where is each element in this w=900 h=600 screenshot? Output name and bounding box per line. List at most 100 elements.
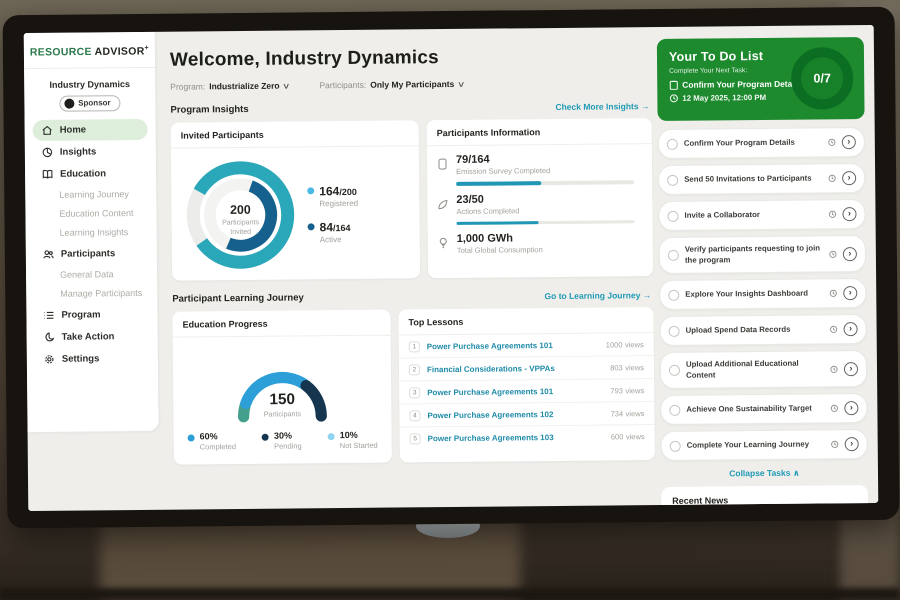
not-started-dot-icon	[327, 433, 335, 441]
task-checkbox[interactable]	[666, 138, 678, 150]
sidebar-item-take-action[interactable]: Take Action	[35, 325, 150, 347]
education-progress-card: Education Progress 150 Participants 60% C…	[172, 309, 392, 465]
task-chevron-button[interactable]: ›	[844, 401, 859, 416]
program-insights-header: Program Insights Check More Insights →	[170, 100, 649, 116]
clock-icon	[669, 94, 678, 103]
task-clock-icon	[829, 250, 837, 258]
participants-information-title: Participants Information	[426, 118, 652, 147]
legend-pending: 30% Pending	[261, 430, 302, 451]
sidebar-item-learning-journey[interactable]: Learning Journey	[59, 189, 129, 200]
sidebar-item-manage-participants[interactable]: Manage Participants	[60, 287, 143, 299]
task-checkbox[interactable]	[668, 364, 681, 376]
task-checkbox[interactable]	[667, 174, 679, 186]
active-dot-icon	[307, 223, 315, 231]
legend-active: 84/164 Active	[307, 220, 359, 244]
lesson-link[interactable]: Power Purchase Agreements 102	[427, 409, 554, 420]
task-row-explore-insights[interactable]: Explore Your Insights Dashboard ›	[659, 278, 867, 311]
task-chevron-button[interactable]: ›	[842, 171, 857, 186]
todo-progress-ring: 0/7	[790, 47, 854, 110]
task-row-verify-participants[interactable]: Verify participants requesting to join t…	[658, 235, 867, 275]
sidebar-item-general-data[interactable]: General Data	[60, 269, 114, 280]
lightbulb-icon	[438, 233, 450, 255]
task-clock-icon	[830, 325, 838, 333]
gear-icon	[45, 354, 54, 364]
task-row-achieve-target[interactable]: Achieve One Sustainability Target ›	[660, 393, 868, 426]
task-checkbox[interactable]	[669, 404, 681, 416]
task-list: Confirm Your Program Details › Send 50 I…	[657, 127, 868, 462]
task-chevron-button[interactable]: ›	[842, 246, 857, 261]
lesson-link[interactable]: Power Purchase Agreements 101	[426, 340, 553, 351]
lesson-row: 4 Power Purchase Agreements 102 734 view…	[399, 402, 655, 428]
insights-cards-row: Invited Participants 200 Participants In…	[170, 118, 654, 281]
invited-donut-chart: 200 Participants Invited	[186, 161, 295, 269]
sidebar-item-program[interactable]: Program	[34, 303, 149, 325]
sidebar-item-insights[interactable]: Insights	[33, 140, 148, 162]
go-to-learning-journey-link[interactable]: Go to Learning Journey →	[544, 289, 652, 301]
invited-participants-card: Invited Participants 200 Participants In…	[170, 120, 421, 281]
task-chevron-button[interactable]: ›	[841, 135, 856, 150]
participants-filter-label: Participants:	[319, 79, 367, 91]
task-clock-icon	[828, 174, 836, 182]
sidebar-item-education[interactable]: Education	[33, 162, 148, 184]
program-filter-label: Program:	[170, 81, 206, 92]
sidebar-item-learning-insights[interactable]: Learning Insights	[59, 227, 129, 238]
sidebar-item-home[interactable]: Home	[32, 118, 148, 141]
task-row-invite-collaborator[interactable]: Invite a Collaborator ›	[658, 199, 866, 232]
legend-not-started: 10% Not Started	[327, 430, 378, 450]
task-row-send-invitations[interactable]: Send 50 Invitations to Participants ›	[658, 163, 866, 196]
program-filter[interactable]: Program: Industrialize Zero ∨	[170, 80, 290, 92]
lesson-link[interactable]: Financial Considerations - VPPAs	[426, 363, 555, 374]
task-chevron-button[interactable]: ›	[843, 286, 858, 301]
task-chevron-button[interactable]: ›	[844, 437, 859, 452]
sidebar-item-participants[interactable]: Participants	[34, 242, 149, 264]
task-checkbox[interactable]	[667, 210, 679, 222]
sidebar-item-education-content[interactable]: Education Content	[59, 208, 134, 219]
sidebar: RESOURCE ADVISOR+ Industry Dynamics Spon…	[23, 31, 159, 433]
lesson-link[interactable]: Power Purchase Agreements 103	[427, 432, 554, 443]
program-insights-title: Program Insights	[170, 103, 249, 116]
task-clock-icon	[828, 210, 837, 218]
actions-leaf-icon	[437, 194, 449, 226]
collapse-tasks-link[interactable]: Collapse Tasks ∧	[729, 467, 800, 479]
task-checkbox[interactable]	[668, 325, 680, 337]
donut-center-label: Invited	[230, 228, 251, 236]
survey-icon	[437, 154, 449, 186]
task-chevron-button[interactable]: ›	[842, 207, 857, 222]
todo-next-task: Confirm Your Program Details	[682, 78, 802, 90]
task-row-upload-educational-content[interactable]: Upload Additional Educational Content ›	[659, 350, 868, 390]
task-chevron-button[interactable]: ›	[843, 361, 859, 376]
lesson-row: 5 Power Purchase Agreements 103 600 view…	[400, 425, 655, 449]
education-gauge-chart: 150 Participants	[237, 372, 327, 423]
lesson-link[interactable]: Power Purchase Agreements 101	[427, 386, 554, 397]
task-checkbox[interactable]	[669, 440, 681, 452]
org-name: Industry Dynamics	[49, 78, 131, 90]
todo-header-card: Your To Do List Complete Your Next Task:…	[656, 37, 865, 122]
stat-emission-survey: 79/164 Emission Survey Completed	[427, 144, 652, 186]
task-chevron-button[interactable]: ›	[843, 322, 858, 337]
learning-journey-title: Participant Learning Journey	[172, 292, 304, 305]
sidebar-item-label: Program	[61, 308, 101, 321]
sponsor-badge[interactable]: Sponsor	[59, 94, 121, 112]
task-row-confirm-program[interactable]: Confirm Your Program Details ›	[657, 127, 865, 160]
todo-due-date: 12 May 2025, 12:00 PM	[682, 92, 767, 103]
background-floor	[0, 588, 900, 600]
task-checkbox[interactable]	[668, 289, 680, 301]
program-filter-value: Industrialize Zero	[209, 80, 280, 92]
monitor-bezel: RESOURCE ADVISOR+ Industry Dynamics Spon…	[2, 6, 900, 529]
check-more-insights-link[interactable]: Check More Insights →	[555, 100, 650, 112]
task-clock-icon	[831, 440, 839, 448]
filter-bar: Program: Industrialize Zero ∨ Participants…	[170, 77, 651, 92]
task-row-complete-learning-journey[interactable]: Complete Your Learning Journey ›	[660, 429, 868, 462]
chevron-up-icon: ∧	[792, 467, 800, 478]
recent-news-card: Recent News	[661, 485, 869, 512]
task-checkbox[interactable]	[667, 249, 679, 261]
top-lessons-title: Top Lessons	[398, 307, 654, 336]
participants-information-card: Participants Information 79/164 Emission…	[426, 118, 654, 279]
lesson-row: 2 Financial Considerations - VPPAs 803 v…	[398, 356, 655, 382]
participants-filter[interactable]: Participants: Only My Participants ∨	[319, 79, 465, 91]
task-row-upload-spend-data[interactable]: Upload Spend Data Records ›	[659, 314, 867, 347]
main-content: Welcome, Industry Dynamics Program: Indus…	[155, 27, 666, 510]
sidebar-item-settings[interactable]: Settings	[35, 347, 150, 369]
sponsor-icon	[64, 98, 75, 109]
rank-badge: 5	[409, 432, 421, 444]
